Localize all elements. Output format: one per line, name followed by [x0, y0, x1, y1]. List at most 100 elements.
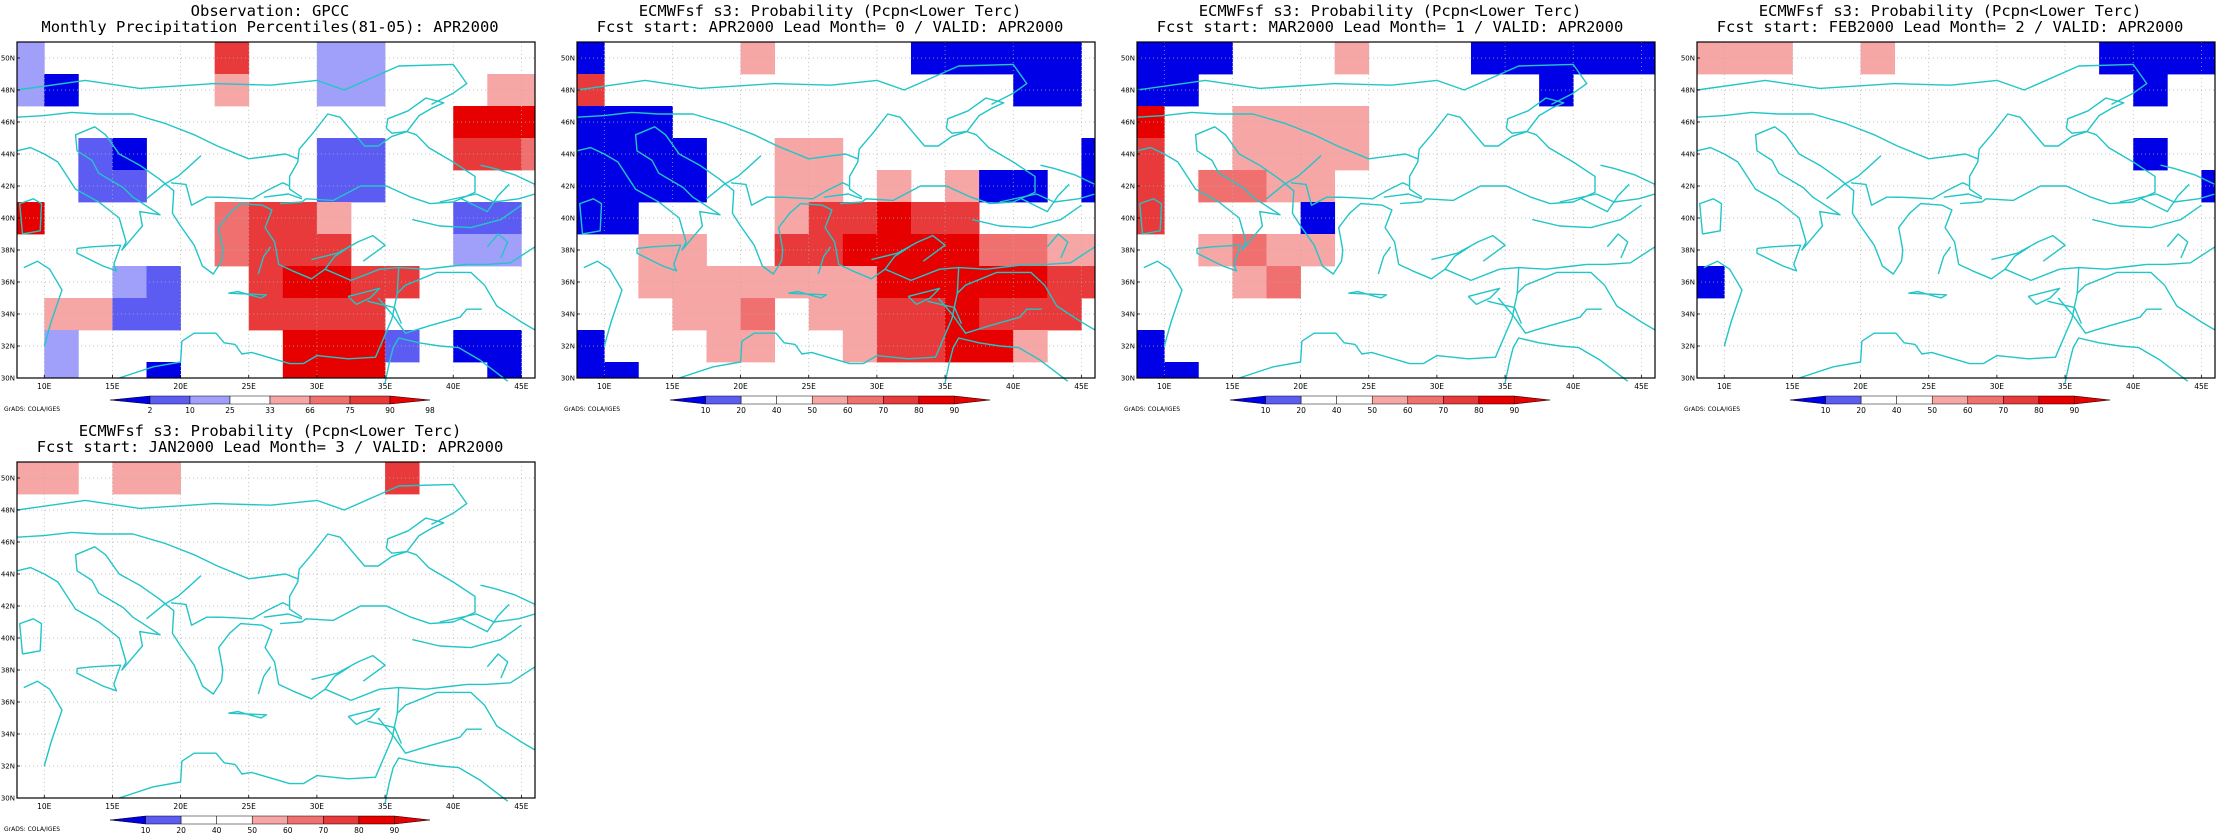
- panel-subtitle: Monthly Precipitation Percentiles(81-05)…: [41, 18, 499, 36]
- colorbar-segment: [1265, 395, 1302, 405]
- lat-tick-label: 42N: [1, 603, 15, 611]
- grid-cell: [1081, 138, 1096, 171]
- graticule: [1697, 42, 2215, 378]
- lon-tick-label: 40E: [1566, 382, 1581, 391]
- lon-tick-label: 10E: [37, 802, 52, 811]
- panel-title: ECMWFsf s3: Probability (Pcpn<Lower Terc…: [1198, 2, 1582, 20]
- colorbar-label: 50: [247, 826, 257, 835]
- colorbar: 10 20 40 50 60 70 80 90: [1229, 395, 1551, 415]
- grid-cell: [521, 106, 536, 139]
- lat-tick-label: 36N: [1, 699, 15, 707]
- colorbar: 2 10 25 33 66 75 90 98: [109, 395, 435, 415]
- grid-cell: [842, 266, 878, 299]
- coastlines: [1696, 63, 2216, 383]
- grid-cell: [638, 234, 673, 267]
- lon-tick-label: 25E: [242, 802, 257, 811]
- lon-tick-label: 40E: [2126, 382, 2141, 391]
- lon-tick-label: 30E: [1430, 382, 1445, 391]
- colorbar-label: 60: [1403, 406, 1413, 415]
- lon-tick-label: 15E: [105, 382, 120, 391]
- colorbar-segment: [669, 395, 706, 405]
- colorbar-segment: [1478, 395, 1515, 405]
- grid-cell: [282, 202, 318, 235]
- grid-cell: [214, 202, 250, 235]
- grid-cell: [44, 362, 79, 379]
- colorbar-label: 50: [807, 406, 817, 415]
- grid-cell: [2133, 42, 2168, 75]
- lat-tick-label: 44N: [1, 571, 15, 579]
- lat-tick-label: 44N: [1681, 151, 1695, 159]
- grid-cell: [945, 298, 980, 331]
- grid-cell: [1137, 362, 1165, 379]
- grid-cell: [706, 266, 741, 299]
- grid-cell: [316, 234, 352, 267]
- lat-tick-label: 44N: [561, 151, 575, 159]
- grid-cell: [1334, 106, 1370, 139]
- colorbar-segment: [883, 395, 920, 405]
- lat-tick-label: 36N: [1, 279, 15, 287]
- grid-cell: [487, 202, 522, 235]
- grid-cell: [350, 42, 386, 75]
- grads-credit: GrADS: COLA/IGES: [4, 826, 60, 833]
- precip-map: 30N 32N 34N 36N 38N 40N 42N 44N 46N 48N 50N 10E 15E 2…: [1, 41, 536, 415]
- lon-tick-label: 35E: [378, 802, 393, 811]
- colorbar-segment: [1860, 395, 1897, 405]
- colorbar-label: 70: [1999, 406, 2009, 415]
- colorbar-label: 10: [701, 406, 711, 415]
- colorbar-label: 50: [1367, 406, 1377, 415]
- grid-cell: [146, 462, 181, 495]
- lat-tick-label: 42N: [561, 183, 575, 191]
- grid-cell: [1266, 266, 1301, 299]
- lat-tick-label: 36N: [1121, 279, 1135, 287]
- colorbar-label: 75: [345, 406, 355, 415]
- grid-cell: [214, 234, 250, 267]
- lon-tick-label: 10E: [1717, 382, 1732, 391]
- colorbar-label: 80: [1474, 406, 1484, 415]
- lat-tick-label: 40N: [561, 215, 575, 223]
- probability-map: 30N 32N 34N 36N 38N 40N 42N 44N 46N 48N 50N 10E 15E 2…: [1681, 41, 2216, 415]
- grid-cell: [1013, 298, 1048, 331]
- colorbar-label: 40: [772, 406, 782, 415]
- grid-cell: [487, 330, 522, 363]
- colorbar: 10 20 40 50 60 70 80 90: [109, 815, 431, 835]
- colorbar-segment: [269, 395, 311, 405]
- colorbar-segment: [811, 395, 849, 405]
- colorbar: 10 20 40 50 60 70 80 90: [1789, 395, 2111, 415]
- colorbar-label: 10: [1821, 406, 1831, 415]
- lon-tick-label: 40E: [446, 382, 461, 391]
- lat-tick-label: 38N: [1121, 247, 1135, 255]
- grid-cell: [1198, 170, 1233, 203]
- grid-cell: [487, 362, 522, 379]
- grid-cell: [146, 266, 181, 299]
- grid-cell: [979, 170, 1014, 203]
- lat-tick-label: 50N: [1, 475, 15, 483]
- colorbar: 10 20 40 50 60 70 80 90: [669, 395, 991, 415]
- colorbar-segment: [189, 395, 231, 405]
- grid-cell: [910, 266, 946, 299]
- lat-tick-label: 34N: [1121, 311, 1135, 319]
- lon-tick-label: 45E: [1074, 382, 1089, 391]
- colorbar-segment: [954, 395, 991, 405]
- plot-area: [1697, 42, 2215, 378]
- lon-tick-label: 20E: [1293, 382, 1308, 391]
- grid-cell: [487, 138, 522, 171]
- lat-tick-label: 40N: [1, 635, 15, 643]
- grid-cell: [842, 298, 878, 331]
- colorbar-segment: [1931, 395, 1969, 405]
- lat-tick-label: 46N: [1, 119, 15, 127]
- grid-cell: [1539, 42, 1574, 75]
- grid-cell: [1470, 42, 1506, 75]
- forecast-panel-lead-2: ECMWFsf s3: Probability (Pcpn<Lower Terc…: [1680, 0, 2220, 416]
- lat-tick-label: 34N: [1, 731, 15, 739]
- panel-subtitle: Fcst start: APR2000 Lead Month= 0 / VALI…: [596, 18, 1064, 36]
- grid-cell: [876, 234, 912, 267]
- grid-cell: [979, 42, 1014, 75]
- lon-tick-label: 20E: [173, 382, 188, 391]
- grid-cell: [979, 266, 1014, 299]
- colorbar-label: 33: [265, 406, 275, 415]
- lat-tick-label: 32N: [561, 343, 575, 351]
- coastlines: [16, 63, 536, 383]
- lat-tick-label: 46N: [1, 539, 15, 547]
- colorbar-label: 20: [1296, 406, 1306, 415]
- colorbar-label: 20: [736, 406, 746, 415]
